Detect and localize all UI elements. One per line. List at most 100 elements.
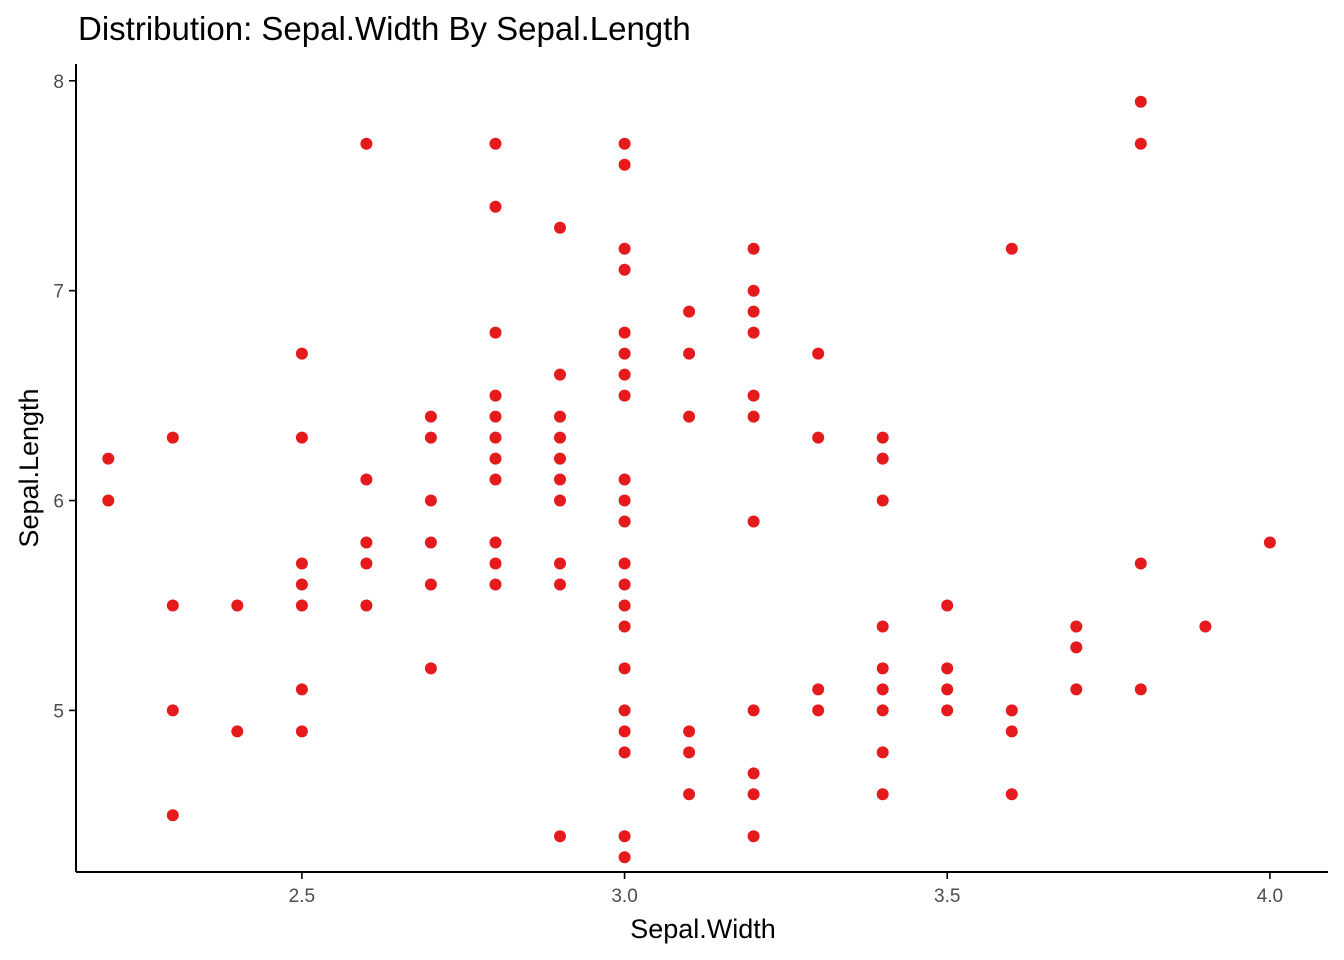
data-point [489, 557, 502, 570]
data-point [618, 746, 631, 759]
data-point [618, 725, 631, 738]
data-point [424, 578, 437, 591]
data-point [618, 263, 631, 276]
data-point [618, 242, 631, 255]
data-point [618, 830, 631, 843]
data-point [295, 683, 308, 696]
data-point [1005, 704, 1018, 717]
data-point [554, 578, 566, 591]
data-point [231, 599, 244, 612]
x-tick-label: 3.0 [611, 886, 637, 907]
data-point [360, 557, 373, 570]
data-point [618, 137, 631, 150]
y-tick-label: 5 [53, 701, 64, 722]
data-point [747, 305, 760, 318]
data-point [554, 557, 566, 570]
data-point [747, 704, 760, 717]
data-point [747, 242, 760, 255]
data-point [554, 473, 566, 486]
data-point [1070, 620, 1083, 633]
data-point [1134, 137, 1147, 150]
data-point [876, 494, 889, 507]
data-point [747, 830, 760, 843]
data-point [1134, 683, 1147, 696]
data-point [102, 452, 115, 465]
data-point [941, 704, 954, 717]
data-point [618, 578, 631, 591]
data-point [747, 788, 760, 801]
data-point [489, 578, 502, 591]
data-point [295, 431, 308, 444]
data-point [1070, 641, 1083, 654]
data-point [618, 158, 631, 171]
data-point [618, 662, 631, 675]
data-point [747, 326, 760, 339]
data-point [424, 536, 437, 549]
data-point [876, 452, 889, 465]
data-point [618, 851, 631, 864]
data-point [1134, 557, 1147, 570]
data-point [360, 137, 373, 150]
data-point [812, 347, 825, 360]
data-point [1070, 683, 1083, 696]
data-point [683, 347, 696, 360]
x-tick-label: 3.5 [934, 886, 960, 907]
data-point [231, 725, 244, 738]
data-point [683, 725, 696, 738]
data-point [489, 536, 502, 549]
data-point [554, 830, 566, 843]
data-point [747, 284, 760, 297]
data-point [424, 662, 437, 675]
data-point [166, 809, 179, 822]
data-point [683, 410, 696, 423]
chart-title: Distribution: Sepal.Width By Sepal.Lengt… [78, 10, 691, 47]
data-point [812, 704, 825, 717]
data-point [618, 368, 631, 381]
data-point [554, 368, 566, 381]
y-axis-label: Sepal.Length [14, 388, 44, 547]
data-points [102, 95, 1276, 864]
x-tick-label: 4.0 [1257, 886, 1283, 907]
data-point [941, 599, 954, 612]
data-point [618, 704, 631, 717]
x-axis-label: Sepal.Width [630, 914, 776, 944]
data-point [295, 725, 308, 738]
data-point [683, 746, 696, 759]
data-point [1005, 725, 1018, 738]
data-point [489, 473, 502, 486]
data-point [424, 431, 437, 444]
data-point [618, 473, 631, 486]
x-axis-ticks: 2.5 3.0 3.5 4.0 [289, 872, 1283, 907]
data-point [941, 662, 954, 675]
data-point [876, 662, 889, 675]
data-point [1005, 788, 1018, 801]
data-point [747, 410, 760, 423]
data-point [1263, 536, 1276, 549]
data-point [295, 347, 308, 360]
data-point [747, 767, 760, 780]
data-point [812, 431, 825, 444]
data-point [876, 620, 889, 633]
data-point [489, 200, 502, 213]
data-point [876, 788, 889, 801]
data-point [554, 494, 566, 507]
data-point [554, 431, 566, 444]
data-point [489, 431, 502, 444]
data-point [489, 452, 502, 465]
data-point [489, 389, 502, 402]
data-point [489, 410, 502, 423]
x-tick-label: 2.5 [289, 886, 315, 907]
data-point [166, 704, 179, 717]
y-tick-label: 7 [53, 282, 64, 303]
data-point [618, 557, 631, 570]
data-point [812, 683, 825, 696]
data-point [683, 305, 696, 318]
data-point [1199, 620, 1212, 633]
data-point [618, 494, 631, 507]
data-point [941, 683, 954, 696]
data-point [747, 515, 760, 528]
data-point [166, 599, 179, 612]
data-point [424, 494, 437, 507]
data-point [424, 410, 437, 423]
